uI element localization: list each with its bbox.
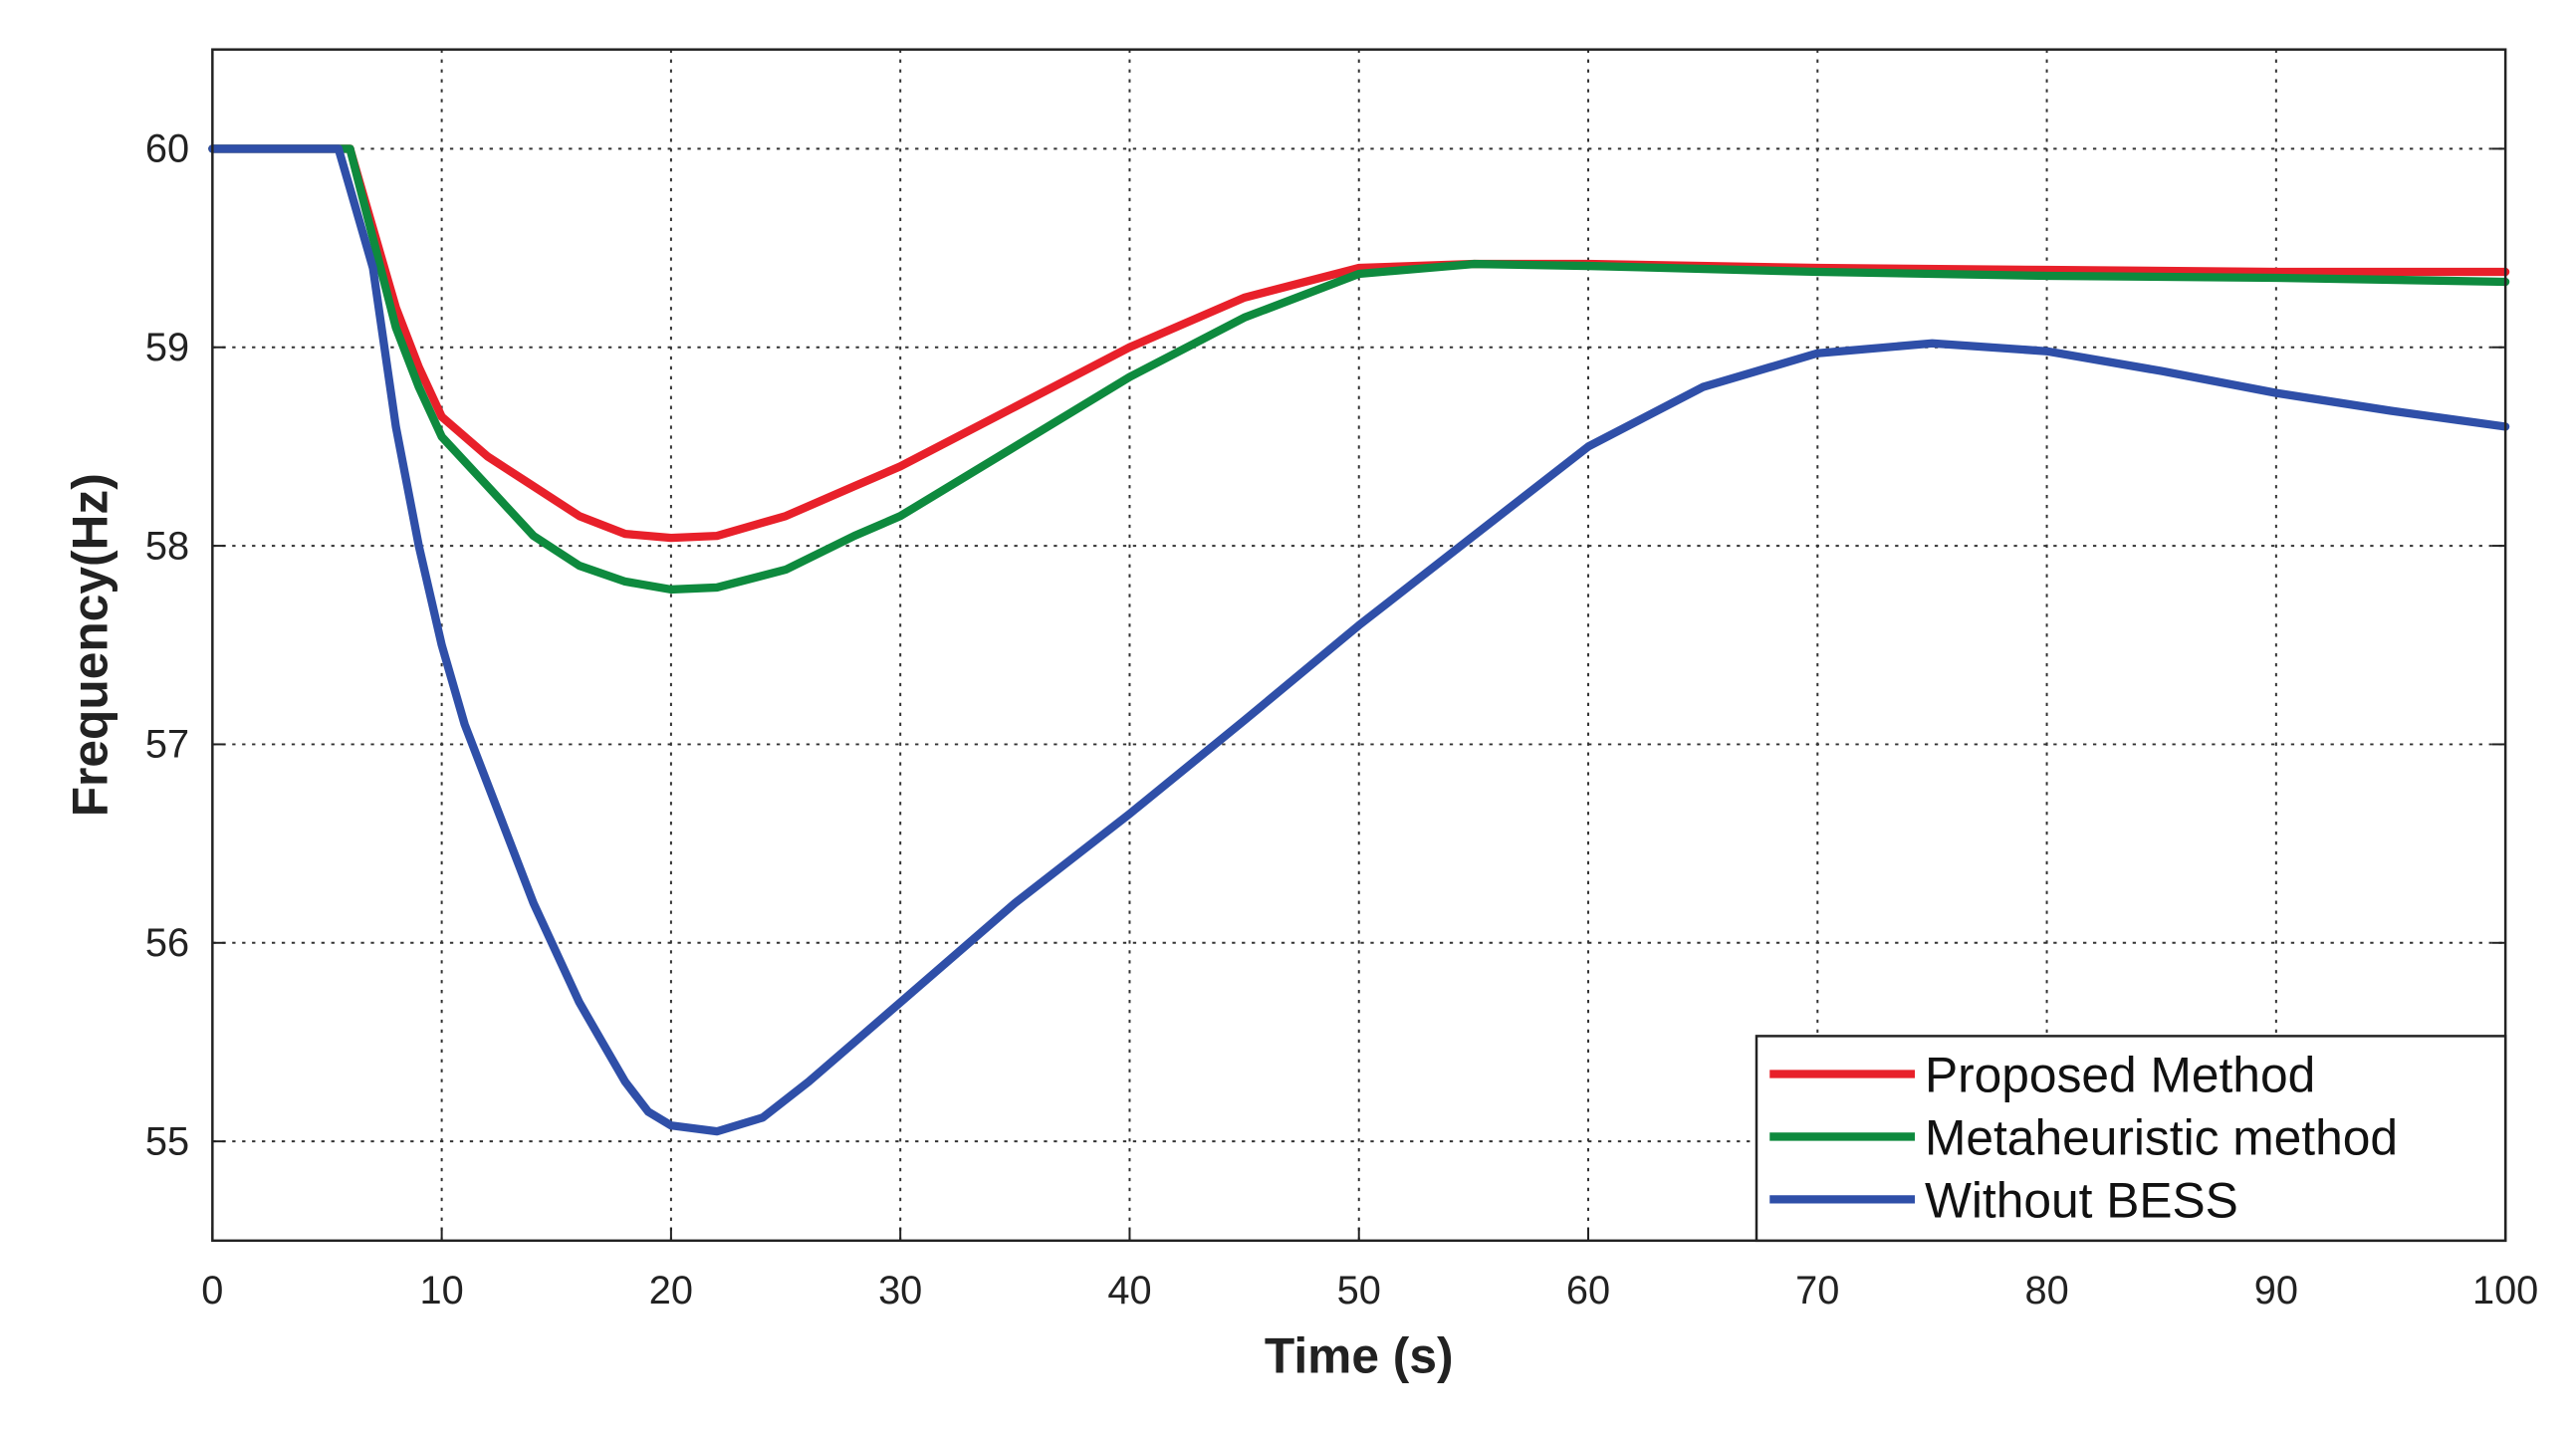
series-line-proposed-method (208, 144, 2510, 543)
y-tick-labels: 55 56 57 58 59 60 (145, 127, 189, 1164)
x-tick-label: 20 (649, 1269, 693, 1313)
y-tick-label: 60 (145, 127, 189, 171)
series-lines (208, 144, 2510, 1136)
x-tick-label: 40 (1107, 1269, 1151, 1313)
x-tick-label: 60 (1566, 1269, 1610, 1313)
y-tick-label: 59 (145, 326, 189, 369)
y-tick-label: 56 (145, 921, 189, 965)
x-tick-label: 100 (2472, 1269, 2538, 1313)
x-tick-label: 70 (1795, 1269, 1839, 1313)
x-tick-label: 0 (201, 1269, 223, 1313)
x-axis-label: Time (s) (1265, 1327, 1454, 1383)
x-tick-labels: 0 10 20 30 40 50 60 70 80 90 100 (201, 1269, 2538, 1313)
plot-frame (211, 48, 2507, 1243)
y-tick-label: 58 (145, 524, 189, 568)
x-tick-label: 90 (2254, 1269, 2298, 1313)
y-tick-label: 55 (145, 1119, 189, 1163)
x-tick-label: 50 (1337, 1269, 1381, 1313)
legend-label: Metaheuristic method (1925, 1110, 2398, 1166)
series-line-without-bess (208, 144, 2510, 1136)
legend-label: Proposed Method (1925, 1048, 2315, 1103)
x-tick-label: 10 (420, 1269, 464, 1313)
x-tick-label: 30 (878, 1269, 922, 1313)
x-tick-label: 80 (2024, 1269, 2068, 1313)
series-line-metaheuristic-method (208, 144, 2510, 595)
y-axis-label: Frequency(Hz) (62, 473, 117, 817)
legend: Proposed Method Metaheuristic method Witho… (1755, 1035, 2507, 1243)
legend-label: Without BESS (1925, 1173, 2238, 1229)
y-tick-label: 57 (145, 723, 189, 767)
